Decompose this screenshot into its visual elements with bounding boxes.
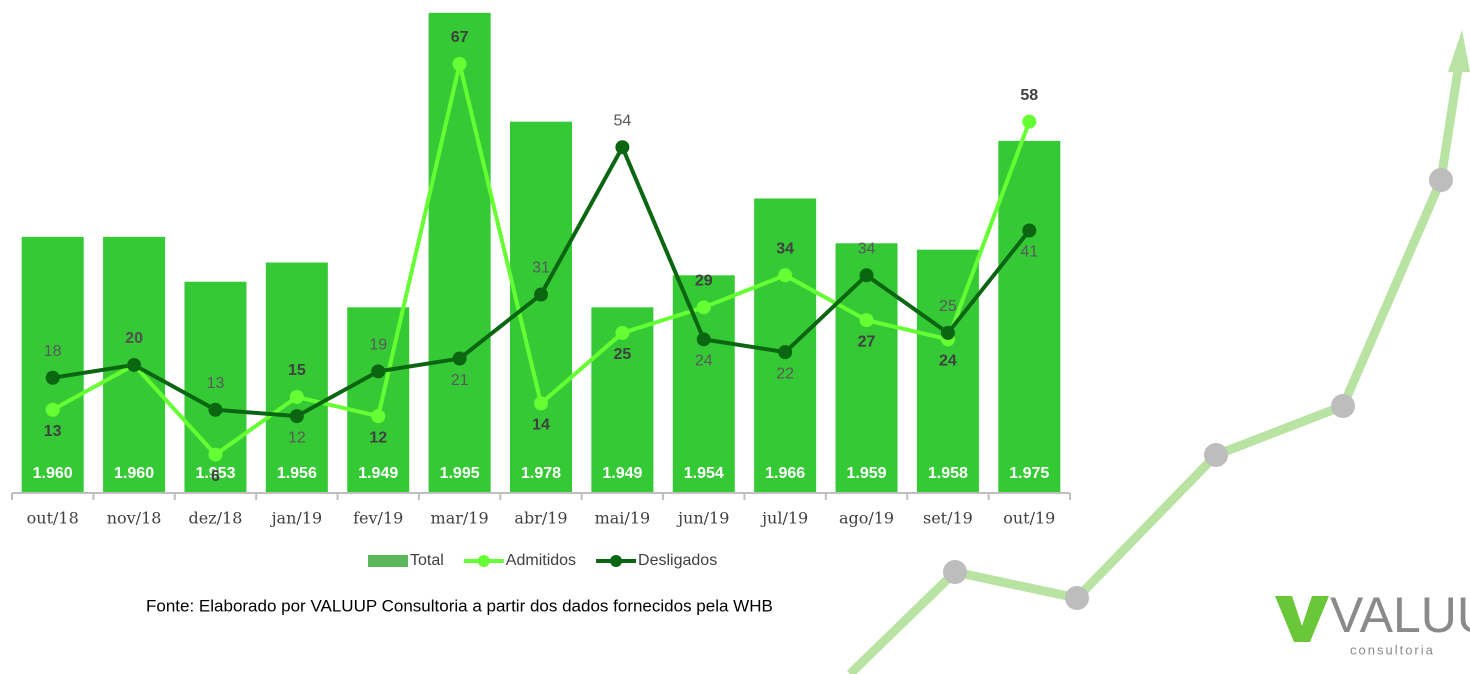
legend-swatch — [368, 555, 408, 567]
line-value-label: 27 — [858, 333, 876, 350]
line-point — [615, 140, 629, 154]
x-tick-label: abr/19 — [514, 509, 567, 528]
logo-icon — [1275, 596, 1329, 642]
deco-dot — [1204, 443, 1228, 467]
bar-value-label: 1.960 — [114, 465, 154, 482]
bar-value-label: 1.956 — [277, 465, 317, 482]
line-value-label: 12 — [369, 429, 387, 446]
bar-value-label: 1.959 — [847, 465, 887, 482]
line-point — [534, 396, 548, 410]
line-point — [697, 332, 711, 346]
bar — [22, 237, 84, 493]
line-point — [208, 403, 222, 417]
deco-dot — [1065, 586, 1089, 610]
line-point — [371, 364, 385, 378]
line-point — [453, 352, 467, 366]
line-value-label: 34 — [858, 241, 876, 258]
line-value-label: 21 — [451, 372, 469, 389]
line-value-label: 12 — [288, 429, 306, 446]
legend: Total Admitidos Desligados — [368, 552, 717, 569]
deco-dot — [1429, 168, 1453, 192]
line-point — [1022, 115, 1036, 129]
legend-label: Desligados — [638, 552, 717, 569]
bar-value-label: 1.966 — [765, 465, 805, 482]
line-point — [208, 448, 222, 462]
x-tick-label: jun/19 — [676, 509, 729, 528]
line-point — [290, 390, 304, 404]
logo-name: VALUU — [1330, 587, 1470, 643]
line-point — [697, 300, 711, 314]
line-value-label: 41 — [1020, 244, 1038, 261]
line-point — [46, 403, 60, 417]
x-tick-label: nov/18 — [107, 509, 162, 528]
line-value-label: 34 — [776, 241, 794, 258]
line-value-label: 24 — [695, 353, 713, 370]
line-point — [1022, 223, 1036, 237]
bar-value-label: 1.995 — [440, 465, 480, 482]
bar-value-label: 1.975 — [1009, 465, 1049, 482]
line-value-label: 6 — [211, 468, 220, 485]
x-tick-label: fev/19 — [353, 509, 403, 528]
x-tick-label: out/18 — [27, 509, 79, 528]
legend-swatch — [610, 555, 622, 567]
logo: VALUU consultoria — [1275, 587, 1470, 657]
bar-value-label: 1.958 — [928, 465, 968, 482]
line-point — [290, 409, 304, 423]
line-value-label: 24 — [939, 353, 957, 370]
bar-value-label: 1.949 — [358, 465, 398, 482]
legend-swatch — [478, 555, 490, 567]
deco-dot — [943, 560, 967, 584]
line-point — [860, 313, 874, 327]
line-value-label: 13 — [44, 423, 62, 440]
x-tick-label: mai/19 — [595, 509, 651, 528]
line-point — [778, 345, 792, 359]
bar-value-label: 1.960 — [33, 465, 73, 482]
arrow-head — [1448, 30, 1470, 72]
line-value-label: 19 — [369, 337, 387, 354]
line-value-label: 25 — [613, 346, 631, 363]
line-value-label: 67 — [451, 29, 469, 46]
x-tick-label: ago/19 — [839, 509, 894, 528]
line-point — [371, 409, 385, 423]
line-point — [127, 358, 141, 372]
line-value-label: 22 — [776, 365, 794, 382]
bar-value-label: 1.978 — [521, 465, 561, 482]
line-point — [778, 268, 792, 282]
line-value-label: 54 — [613, 112, 631, 129]
line-point — [860, 268, 874, 282]
x-tick-label: dez/18 — [189, 509, 243, 528]
line-point — [615, 326, 629, 340]
line-value-label: 31 — [532, 260, 550, 277]
bar — [998, 141, 1060, 493]
deco-dot — [1331, 394, 1355, 418]
line-value-label: 14 — [532, 417, 550, 434]
x-tick-label: mar/19 — [431, 509, 489, 528]
x-tick-label: set/19 — [923, 509, 973, 528]
line-value-label: 13 — [207, 375, 225, 392]
legend-label: Admitidos — [506, 552, 576, 569]
bar-value-label: 1.949 — [602, 465, 642, 482]
line-value-label: 29 — [695, 273, 713, 290]
line-point — [453, 57, 467, 71]
legend-label: Total — [410, 552, 444, 569]
line-value-label: 20 — [125, 330, 143, 347]
bar — [429, 13, 491, 493]
x-tick-label: out/19 — [1003, 509, 1055, 528]
line-point — [941, 326, 955, 340]
line-value-label: 18 — [44, 343, 62, 360]
source-note: Fonte: Elaborado por VALUUP Consultoria … — [146, 596, 773, 615]
line-value-label: 58 — [1020, 87, 1038, 104]
line-value-label: 25 — [939, 298, 957, 315]
line-point — [534, 288, 548, 302]
logo-tagline: consultoria — [1350, 642, 1435, 657]
line-value-label: 15 — [288, 362, 306, 379]
page: VALUU consultoria Fonte: Elaborado por V… — [0, 0, 1470, 674]
line-point — [46, 371, 60, 385]
x-tick-label: jan/19 — [270, 509, 323, 528]
bar-value-label: 1.954 — [684, 465, 724, 482]
x-tick-label: jul/19 — [760, 509, 808, 528]
